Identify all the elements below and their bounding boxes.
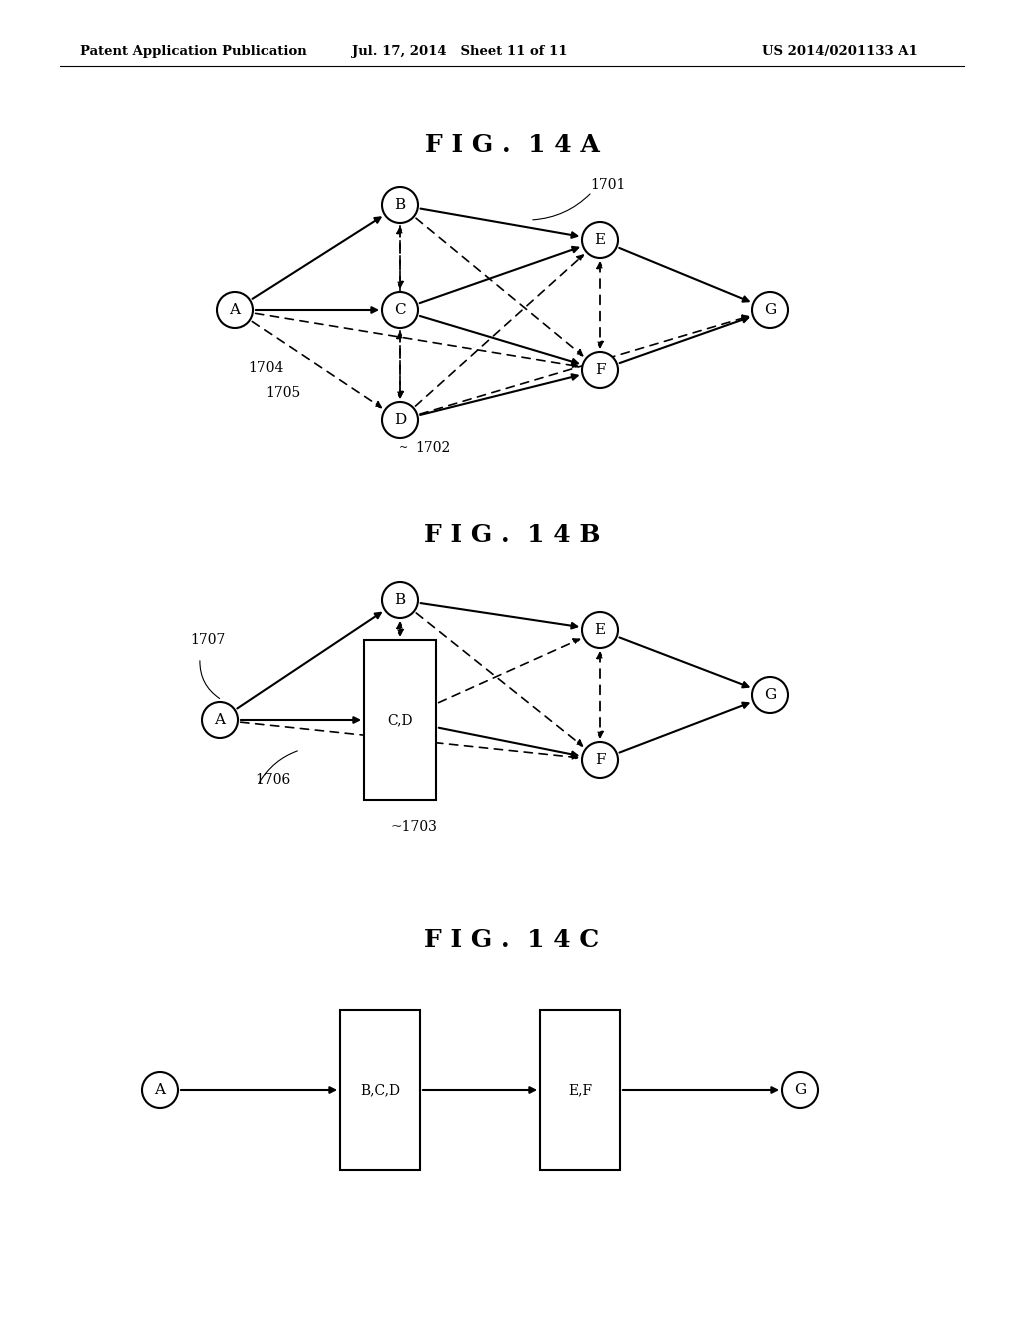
Text: F I G .  1 4 A: F I G . 1 4 A [425, 133, 599, 157]
Text: D: D [394, 413, 407, 426]
Circle shape [582, 742, 618, 777]
Circle shape [142, 1072, 178, 1107]
Circle shape [582, 222, 618, 257]
Text: E: E [595, 623, 605, 638]
Text: A: A [229, 304, 241, 317]
Text: F: F [595, 752, 605, 767]
Text: 1706: 1706 [255, 774, 290, 787]
Text: F: F [595, 363, 605, 378]
Circle shape [582, 352, 618, 388]
Text: B: B [394, 198, 406, 213]
Circle shape [582, 612, 618, 648]
Text: B,C,D: B,C,D [360, 1082, 400, 1097]
Text: G: G [794, 1082, 806, 1097]
Text: G: G [764, 688, 776, 702]
Text: A: A [214, 713, 225, 727]
Circle shape [382, 292, 418, 327]
Circle shape [382, 187, 418, 223]
Text: E,F: E,F [568, 1082, 592, 1097]
Circle shape [752, 677, 788, 713]
Circle shape [752, 292, 788, 327]
Circle shape [202, 702, 238, 738]
FancyBboxPatch shape [364, 640, 436, 800]
Text: Jul. 17, 2014   Sheet 11 of 11: Jul. 17, 2014 Sheet 11 of 11 [352, 45, 567, 58]
Text: F I G .  1 4 C: F I G . 1 4 C [424, 928, 600, 952]
Text: 1705: 1705 [265, 385, 300, 400]
Text: 1702: 1702 [415, 441, 451, 455]
Circle shape [382, 403, 418, 438]
Circle shape [782, 1072, 818, 1107]
Text: ~1703: ~1703 [390, 820, 437, 834]
Text: 1704: 1704 [248, 360, 284, 375]
FancyBboxPatch shape [540, 1010, 620, 1170]
Circle shape [217, 292, 253, 327]
Text: Patent Application Publication: Patent Application Publication [80, 45, 307, 58]
Text: B: B [394, 593, 406, 607]
Text: 1701: 1701 [590, 178, 626, 191]
Text: E: E [595, 234, 605, 247]
Text: C: C [394, 304, 406, 317]
Text: ~: ~ [398, 444, 408, 453]
Text: F I G .  1 4 B: F I G . 1 4 B [424, 523, 600, 546]
Text: G: G [764, 304, 776, 317]
Text: 1707: 1707 [190, 634, 225, 647]
Text: A: A [155, 1082, 166, 1097]
Text: C,D: C,D [387, 713, 413, 727]
FancyBboxPatch shape [340, 1010, 420, 1170]
Circle shape [382, 582, 418, 618]
Text: US 2014/0201133 A1: US 2014/0201133 A1 [762, 45, 918, 58]
